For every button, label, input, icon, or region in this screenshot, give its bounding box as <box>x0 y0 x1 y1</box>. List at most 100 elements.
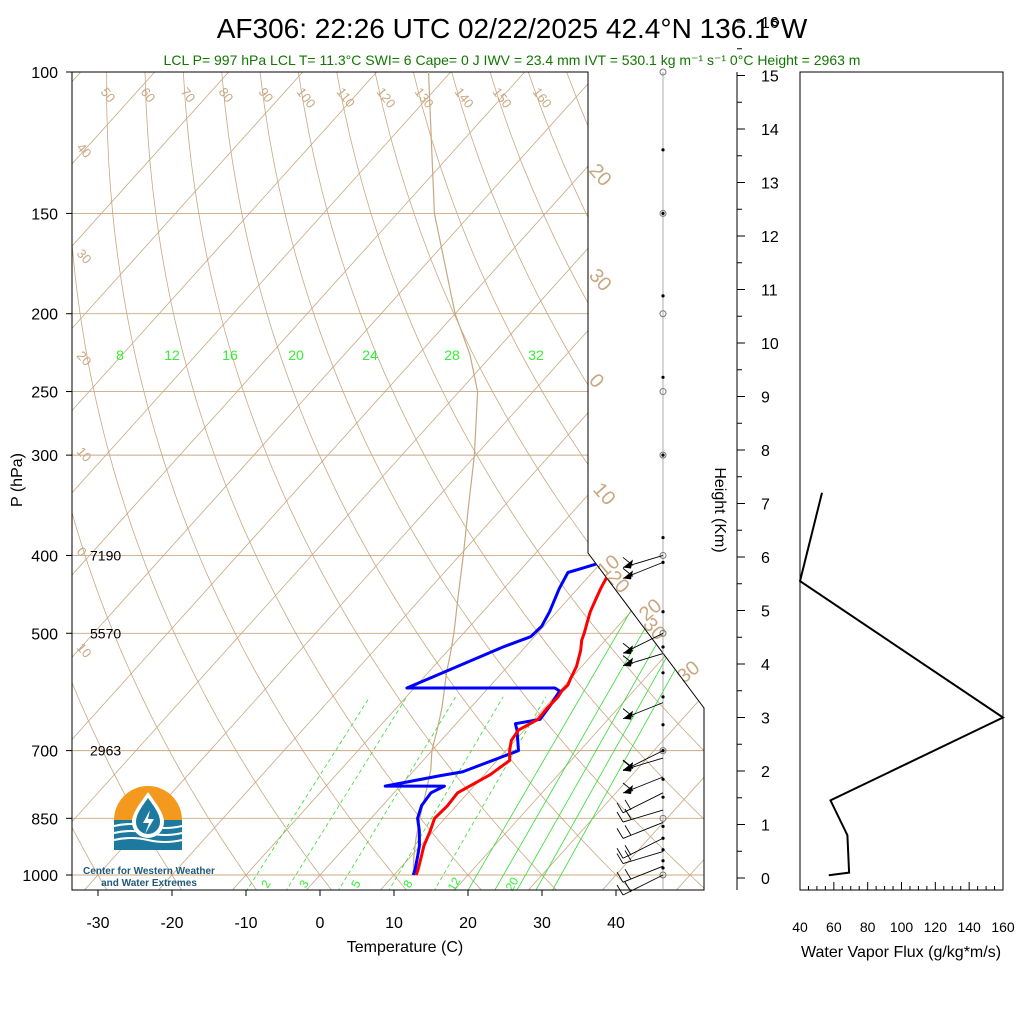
dry-adiabat-line <box>144 72 484 890</box>
wind-barb-flag <box>623 645 633 655</box>
wind-level-dot <box>661 848 665 852</box>
y-tick-label: 300 <box>31 448 58 465</box>
wind-barb-feather <box>622 759 634 769</box>
dry-adiabat-label: 100 <box>294 85 319 111</box>
height-tick-label: 10 <box>761 336 779 353</box>
isotherm-label: 20 <box>584 160 615 191</box>
isotherm-label: 30 <box>584 265 615 296</box>
height-label: 2963 <box>90 743 121 759</box>
dry-adiabat-line <box>336 72 704 890</box>
dry-adiabat-line <box>758 72 1024 892</box>
wind-barb-feather <box>624 850 632 861</box>
wind-level-dot <box>661 866 665 870</box>
height-tick-label: 11 <box>761 283 778 300</box>
isotherm-line <box>72 72 377 890</box>
y-tick-label: 850 <box>31 811 58 828</box>
dry-adiabat-line <box>297 72 704 890</box>
height-label: 7190 <box>90 547 121 563</box>
dry-adiabat-label: 160 <box>530 85 555 111</box>
isotherm-line <box>0 72 7 892</box>
y-tick-label: 150 <box>31 206 58 223</box>
wind-barb-feather <box>616 871 624 883</box>
wind-barb-flag <box>623 710 633 720</box>
wind-barb-feather <box>622 655 634 664</box>
temperature-line <box>414 552 645 876</box>
dry-adiabat-label: 80 <box>216 85 237 106</box>
chart-info-line: LCL P= 997 hPa LCL T= 11.3°C SWI= 6 Cape… <box>164 52 861 68</box>
wind-level-dot <box>661 671 665 675</box>
dry-adiabat-line <box>106 72 409 890</box>
calm-circle <box>659 68 667 76</box>
dry-adiabat-line <box>72 72 334 890</box>
wind-level-dot <box>661 375 665 379</box>
wind-barb <box>622 837 664 859</box>
wind-barb-feather <box>616 848 624 859</box>
mixing-ratio-line <box>433 696 547 890</box>
isotherm-label: 30 <box>74 246 95 267</box>
mixing-ratio-bottom-label: 5 <box>348 877 364 890</box>
mixing-ratio-line <box>337 696 457 890</box>
dry-adiabat-label: 110 <box>334 85 359 111</box>
wind-barb <box>622 851 664 864</box>
water-drop-icon <box>113 786 183 850</box>
wind-barb-feather <box>616 828 624 839</box>
x-tick-label: 20 <box>459 915 477 932</box>
skewt-axes: -30 -20 -10 0 10 20 30 401001502002503004005007… <box>22 65 625 932</box>
mixing-ratio-line <box>245 696 371 890</box>
mixing-ratio-line <box>534 362 704 890</box>
isotherm-line <box>72 72 704 890</box>
wind-level-dot <box>661 148 665 152</box>
wind-level-dot <box>661 795 665 799</box>
wind-barb-flag <box>623 570 633 580</box>
dry-adiabat-label: 50 <box>98 85 119 106</box>
isotherm-label: 10 <box>588 479 619 510</box>
isotherm-line <box>156 72 704 890</box>
mixing-ratio-line <box>466 362 704 890</box>
y-tick-label: 250 <box>31 385 58 402</box>
x-tick-label: -20 <box>160 915 183 932</box>
flux-tick-label: 100 <box>890 919 914 935</box>
x-tick-label: -10 <box>234 915 257 932</box>
isotherm-line <box>72 72 451 890</box>
dewpoint-line <box>383 550 630 876</box>
mixing-ratio-bottom-label: 2 <box>258 877 274 890</box>
chart-title: AF306: 22:26 UTC 02/22/2025 42.4°N 136.1… <box>217 13 808 44</box>
wind-level-dot <box>661 610 665 614</box>
calm-circle <box>659 871 667 879</box>
isotherm-line <box>452 72 704 890</box>
wind-barb-feather <box>622 782 634 792</box>
mixing-ratio-line <box>284 696 408 890</box>
wind-barb <box>622 821 664 839</box>
calm-circle <box>659 814 667 822</box>
dry-adiabat-line <box>566 72 704 890</box>
wind-barb <box>622 809 664 823</box>
wind-barb-feather <box>624 881 632 893</box>
height-tick-label: 15 <box>761 69 779 86</box>
logo-org-line1: Center for Western Weather <box>83 866 215 877</box>
wind-barb-feather <box>622 557 634 566</box>
flux-tick-label: 140 <box>957 919 981 935</box>
height-tick-label: 2 <box>761 764 770 781</box>
wind-barb-flag <box>623 784 633 794</box>
isotherm-line <box>82 72 704 890</box>
mixing-ratio-top-label: 24 <box>362 347 378 363</box>
dry-adiabat-label: 90 <box>256 85 277 106</box>
height-tick-label: 0 <box>761 871 770 888</box>
x-tick-label: 40 <box>607 915 625 932</box>
mixing-ratio-top-label: 8 <box>116 347 124 363</box>
height-tick-label: 8 <box>761 443 770 460</box>
dry-adiabat-line <box>72 72 259 890</box>
mixing-ratio-top-label: 28 <box>444 347 460 363</box>
calm-circle <box>659 451 667 459</box>
isotherm-label: 40 <box>74 140 95 161</box>
wind-level-dot <box>661 723 665 727</box>
wind-barb-feather <box>616 802 624 814</box>
dry-adiabat-line <box>72 72 109 890</box>
height-tick-label: 14 <box>761 122 779 139</box>
mixing-ratio-lines <box>245 362 704 890</box>
y-axis-label: P (hPa) <box>9 453 26 507</box>
wind-barb-feather <box>624 845 632 856</box>
y-tick-label: 1000 <box>22 868 58 885</box>
wind-level-dot <box>661 859 665 863</box>
dry-adiabat-label: 70 <box>178 85 199 106</box>
